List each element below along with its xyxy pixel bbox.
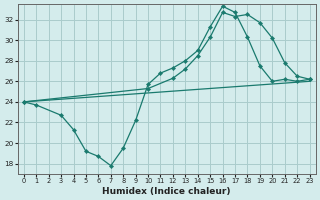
X-axis label: Humidex (Indice chaleur): Humidex (Indice chaleur) (102, 187, 231, 196)
